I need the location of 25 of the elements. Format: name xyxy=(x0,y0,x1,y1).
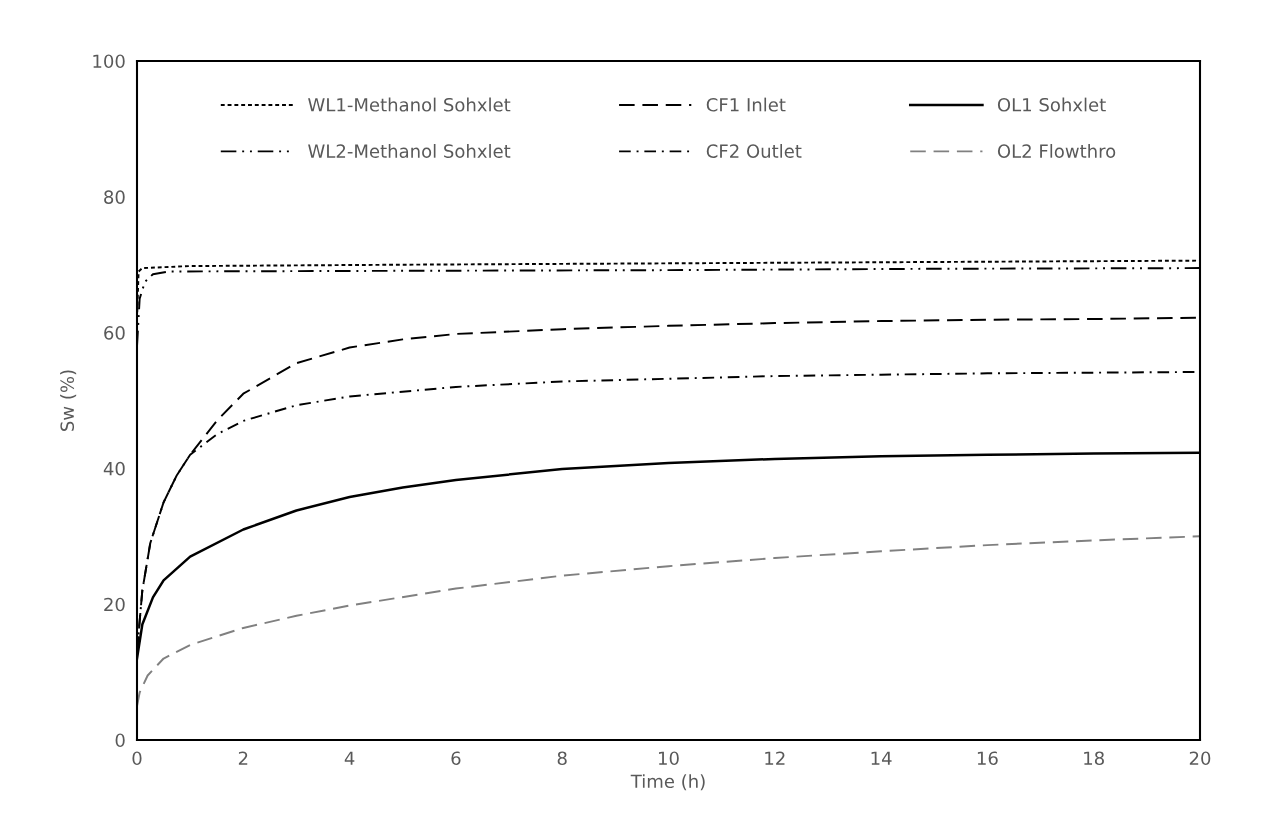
x-tick-label: 16 xyxy=(977,751,998,766)
x-tick-label: 14 xyxy=(871,751,892,765)
x-tick-label: 20 xyxy=(1189,751,1211,766)
y-axis-title: Sw (%) xyxy=(60,370,77,431)
legend-label: OL2 Flowthro xyxy=(997,143,1116,158)
legend-label: WL2-Methanol Sohxlet xyxy=(308,143,511,158)
legend-label: WL1-Methanol Sohxlet xyxy=(308,97,511,112)
y-tick-label: 100 xyxy=(93,54,125,69)
x-tick-label: 10 xyxy=(659,751,679,766)
legend-label: CF2 Outlet xyxy=(706,143,802,158)
x-axis-title: Time (h) xyxy=(630,774,705,791)
y-tick-label: 40 xyxy=(103,461,125,476)
x-tick-label: 4 xyxy=(344,751,355,765)
legend-label: CF1 Inlet xyxy=(706,97,786,112)
y-tick-label: 0 xyxy=(115,733,125,748)
x-tick-label: 6 xyxy=(451,751,461,766)
x-tick-label: 18 xyxy=(1084,751,1104,766)
y-tick-label: 60 xyxy=(104,326,125,340)
y-tick-label: 20 xyxy=(104,597,125,612)
x-tick-label: 2 xyxy=(238,751,248,765)
y-tick-label: 80 xyxy=(104,190,125,204)
x-tick-label: 8 xyxy=(557,751,567,766)
legend-label: OL1 Sohxlet xyxy=(997,97,1106,112)
x-tick-label: 12 xyxy=(765,751,785,765)
x-tick-label: 0 xyxy=(132,751,142,766)
